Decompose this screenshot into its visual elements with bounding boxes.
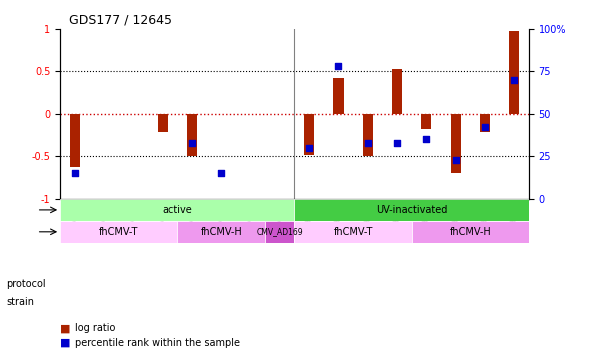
Text: fhCMV-T: fhCMV-T: [99, 227, 138, 237]
Text: log ratio: log ratio: [75, 323, 115, 333]
FancyBboxPatch shape: [265, 221, 294, 243]
Bar: [157, 114, 168, 132]
FancyBboxPatch shape: [177, 221, 265, 243]
Bar: [187, 114, 197, 156]
Bar: [451, 114, 461, 174]
Point: [304, 145, 314, 151]
Point: [421, 136, 431, 142]
Text: percentile rank within the sample: percentile rank within the sample: [75, 338, 240, 348]
Text: CMV_AD169: CMV_AD169: [257, 227, 303, 236]
Point: [392, 140, 402, 146]
Bar: [392, 70, 402, 114]
Text: fhCMV-T: fhCMV-T: [334, 227, 373, 237]
Point: [334, 63, 343, 69]
Text: active: active: [162, 205, 192, 215]
Text: strain: strain: [6, 297, 34, 307]
Point: [187, 140, 197, 146]
Text: ■: ■: [60, 338, 70, 348]
FancyBboxPatch shape: [60, 199, 294, 221]
FancyBboxPatch shape: [294, 221, 412, 243]
FancyBboxPatch shape: [60, 221, 177, 243]
Bar: [480, 114, 490, 132]
Point: [70, 171, 79, 176]
FancyBboxPatch shape: [294, 199, 529, 221]
Text: GDS177 / 12645: GDS177 / 12645: [70, 13, 172, 26]
Text: fhCMV-H: fhCMV-H: [200, 227, 242, 237]
Text: protocol: protocol: [6, 279, 46, 289]
Point: [216, 171, 226, 176]
Bar: [304, 114, 314, 155]
Bar: [362, 114, 373, 156]
Bar: [334, 78, 344, 114]
Bar: [509, 31, 519, 114]
Text: fhCMV-H: fhCMV-H: [450, 227, 491, 237]
Point: [363, 140, 373, 146]
Text: UV-inactivated: UV-inactivated: [376, 205, 447, 215]
Point: [480, 125, 490, 130]
Bar: [70, 114, 80, 167]
Text: ■: ■: [60, 323, 70, 333]
Point: [451, 157, 460, 163]
Point: [510, 77, 519, 82]
Bar: [421, 114, 432, 129]
FancyBboxPatch shape: [412, 221, 529, 243]
